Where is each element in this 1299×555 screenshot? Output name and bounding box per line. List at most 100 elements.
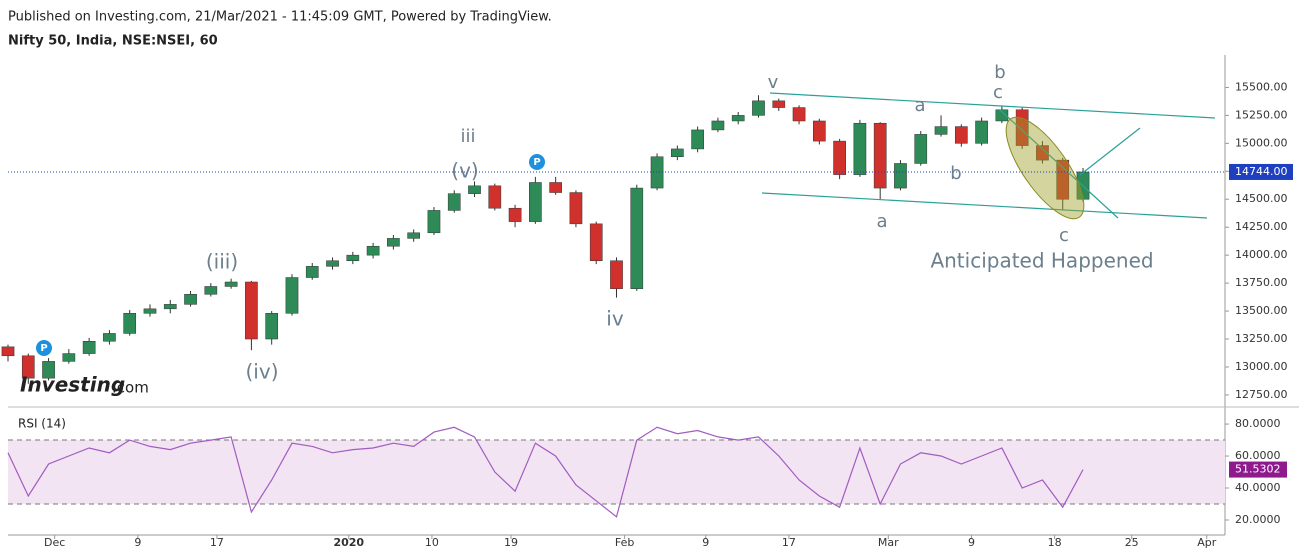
candle-body xyxy=(914,134,928,164)
wave-label: c xyxy=(993,82,1003,103)
x-tick-label: 2020 xyxy=(333,536,364,549)
candle-body xyxy=(1,346,15,357)
wave-label: (iii) xyxy=(206,250,238,274)
rsi-line xyxy=(7,426,1084,518)
candle-body xyxy=(508,207,522,222)
candle-body xyxy=(549,182,562,193)
candle-body xyxy=(934,126,948,135)
wave-label: a xyxy=(876,211,887,232)
y-tick-label: 15000.00 xyxy=(1235,136,1288,149)
candle-body xyxy=(711,120,725,131)
candle-body xyxy=(305,266,319,278)
trend-line xyxy=(1079,127,1141,176)
candle-body xyxy=(163,304,177,310)
wave-label: c xyxy=(1059,225,1069,246)
candle-body xyxy=(103,333,116,342)
candle-body xyxy=(346,254,360,262)
wave-label: iii xyxy=(460,126,475,147)
candle-body xyxy=(995,109,1009,122)
rsi-title: RSI (14) xyxy=(18,417,66,431)
y-tick-label: 80.0000 xyxy=(1235,417,1281,430)
logo: Investing xyxy=(20,373,125,397)
y-tick-label: 60.0000 xyxy=(1235,449,1281,462)
x-tick-label: 25 xyxy=(1125,536,1139,549)
rsi-band xyxy=(8,440,1225,504)
y-tick-label: 40.0000 xyxy=(1235,481,1281,494)
candle-body xyxy=(285,277,299,314)
candle-body xyxy=(610,260,623,289)
wave-label: b xyxy=(950,163,961,184)
candle-body xyxy=(975,120,988,144)
trend-line xyxy=(769,92,1216,119)
wave-label: (iv) xyxy=(246,360,279,384)
x-tick-label: 10 xyxy=(425,536,439,549)
x-tick-label: Dec xyxy=(44,536,65,549)
wave-label: a xyxy=(914,95,925,116)
y-tick-label: 13250.00 xyxy=(1235,332,1288,345)
x-tick-label: 9 xyxy=(134,536,141,549)
candle-body xyxy=(387,238,400,247)
candle-body xyxy=(671,148,684,158)
candle-body xyxy=(833,140,846,175)
pivot-marker xyxy=(36,340,52,356)
x-tick-label: Mar xyxy=(878,536,899,549)
x-tick-label: 17 xyxy=(210,536,224,549)
x-tick-label: Feb xyxy=(615,536,634,549)
x-tick-label: 19 xyxy=(504,536,518,549)
candle-body xyxy=(630,187,644,289)
candle-body xyxy=(488,185,502,209)
candle-body xyxy=(42,361,55,379)
x-tick-label: 9 xyxy=(702,536,709,549)
x-tick-label: Apr xyxy=(1197,536,1217,549)
y-tick-label: 13500.00 xyxy=(1235,304,1288,317)
candle-body xyxy=(894,163,907,189)
candle-body xyxy=(265,313,279,340)
candle-body xyxy=(650,156,664,189)
candle-body xyxy=(82,341,96,354)
candle-body xyxy=(123,313,137,334)
candle-body xyxy=(772,100,786,108)
logo-suffix: .com xyxy=(112,379,149,397)
published-note: Published on Investing.com, 21/Mar/2021 … xyxy=(8,10,552,25)
pivot-marker-label: P xyxy=(533,157,540,168)
candle-body xyxy=(529,182,542,222)
candle-body xyxy=(1015,109,1029,146)
candle-body xyxy=(427,210,441,234)
y-tick-label: 13750.00 xyxy=(1235,276,1288,289)
candle-body xyxy=(589,223,603,262)
x-tick-label: 18 xyxy=(1048,536,1062,549)
candle-body xyxy=(143,308,157,314)
trend-line xyxy=(999,109,1119,219)
wave-label: Anticipated Happened xyxy=(930,249,1153,273)
y-tick-label: 14500.00 xyxy=(1235,192,1288,205)
wave-label: b xyxy=(994,62,1005,83)
y-tick-label: 15250.00 xyxy=(1235,108,1288,121)
candle-body xyxy=(954,126,968,144)
candle-body xyxy=(245,281,258,340)
candle-body xyxy=(1036,145,1049,161)
symbol-title: Nifty 50, India, NSE:NSEI, 60 xyxy=(8,34,218,49)
wave-label: iv xyxy=(606,307,624,331)
wave-label: (v) xyxy=(451,159,478,183)
candle-body xyxy=(752,100,765,116)
y-tick-label: 13000.00 xyxy=(1235,360,1288,373)
candle-body xyxy=(853,122,867,175)
pivot-marker xyxy=(529,154,545,170)
highlight-ellipse xyxy=(1005,116,1085,220)
last-price-label: 14744.00 xyxy=(1235,165,1288,178)
x-tick-label: 9 xyxy=(968,536,975,549)
y-tick-label: 20.0000 xyxy=(1235,513,1281,526)
candle-body xyxy=(184,294,197,305)
y-tick-label: 12750.00 xyxy=(1235,388,1288,401)
candle-body xyxy=(812,120,826,142)
trend-line xyxy=(761,192,1208,219)
last-value-label: 51.5302 xyxy=(1235,463,1281,476)
x-tick-label: 17 xyxy=(782,536,796,549)
candle-body xyxy=(468,185,481,194)
candle-body xyxy=(62,353,76,362)
candle-body xyxy=(407,232,421,239)
y-tick-label: 14000.00 xyxy=(1235,248,1288,261)
pivot-marker-label: P xyxy=(40,343,47,354)
candle-body xyxy=(792,107,806,122)
